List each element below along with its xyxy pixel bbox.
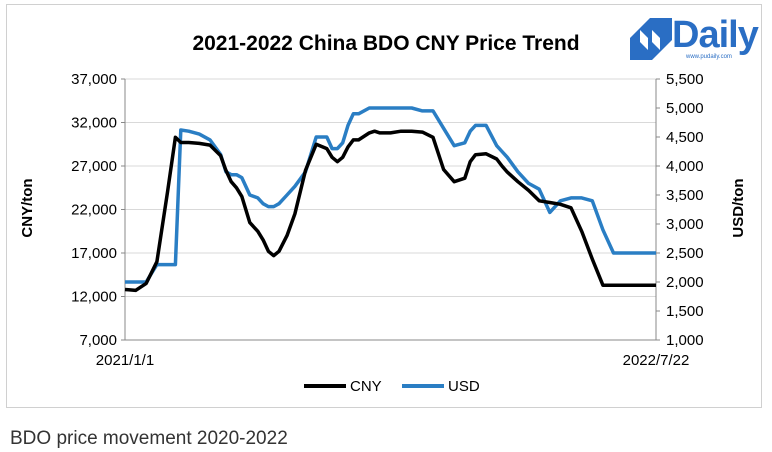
y-tick-label-3: 22,000: [71, 202, 117, 219]
y2-tick-label-6: 2,500: [666, 245, 704, 262]
y2-tick-label-1: 5,000: [666, 100, 704, 117]
legend-label-usd: USD: [448, 378, 480, 395]
legend: CNY USD: [304, 378, 480, 395]
grid-lines: [121, 78, 660, 341]
figure-caption: BDO price movement 2020-2022: [10, 428, 288, 449]
axes: [124, 79, 657, 341]
y-tick-label-2: 27,000: [71, 158, 117, 175]
y-tick-labels: 37,000 32,000 27,000 22,000 17,000 12,000 7,00…: [71, 71, 117, 349]
chart-frame: [6, 4, 762, 408]
y-axis-label: CNY/ton: [19, 178, 36, 237]
series-line-cny: [124, 129, 656, 293]
y-tick-label-1: 32,000: [71, 115, 117, 132]
y2-tick-labels: 5,500 5,000 4,500 4,000 3,500 3,000 2,500 2,000…: [666, 71, 704, 349]
y-tick-label-5: 12,000: [71, 289, 117, 306]
chart-title: 2021-2022 China BDO CNY Price Trend: [192, 32, 579, 55]
y2-tick-label-5: 3,000: [666, 216, 704, 233]
y2-tick-label-4: 3,500: [666, 187, 704, 204]
legend-label-cny: CNY: [350, 378, 382, 395]
x-tick-label-start: 2021/1/1: [96, 352, 154, 369]
logo-url: www.pudaily.com: [686, 54, 732, 60]
y2-tick-label-8: 1,500: [666, 303, 704, 320]
logo-wordmark: Daily: [672, 14, 759, 56]
y2-tick-label-9: 1,000: [666, 332, 704, 349]
y2-tick-label-0: 5,500: [666, 71, 704, 88]
y-tick-label-4: 17,000: [71, 245, 117, 262]
series-lines: [124, 106, 656, 293]
daily-logo-icon: [630, 18, 672, 60]
y2-tick-label-3: 4,000: [666, 158, 704, 175]
x-tick-label-end: 2022/7/22: [623, 352, 690, 369]
y2-tick-label-2: 4,500: [666, 129, 704, 146]
y-tick-label-0: 37,000: [71, 71, 117, 88]
y-tick-label-6: 7,000: [79, 332, 117, 349]
y2-axis-label: USD/ton: [730, 178, 747, 237]
y2-tick-label-7: 2,000: [666, 274, 704, 291]
